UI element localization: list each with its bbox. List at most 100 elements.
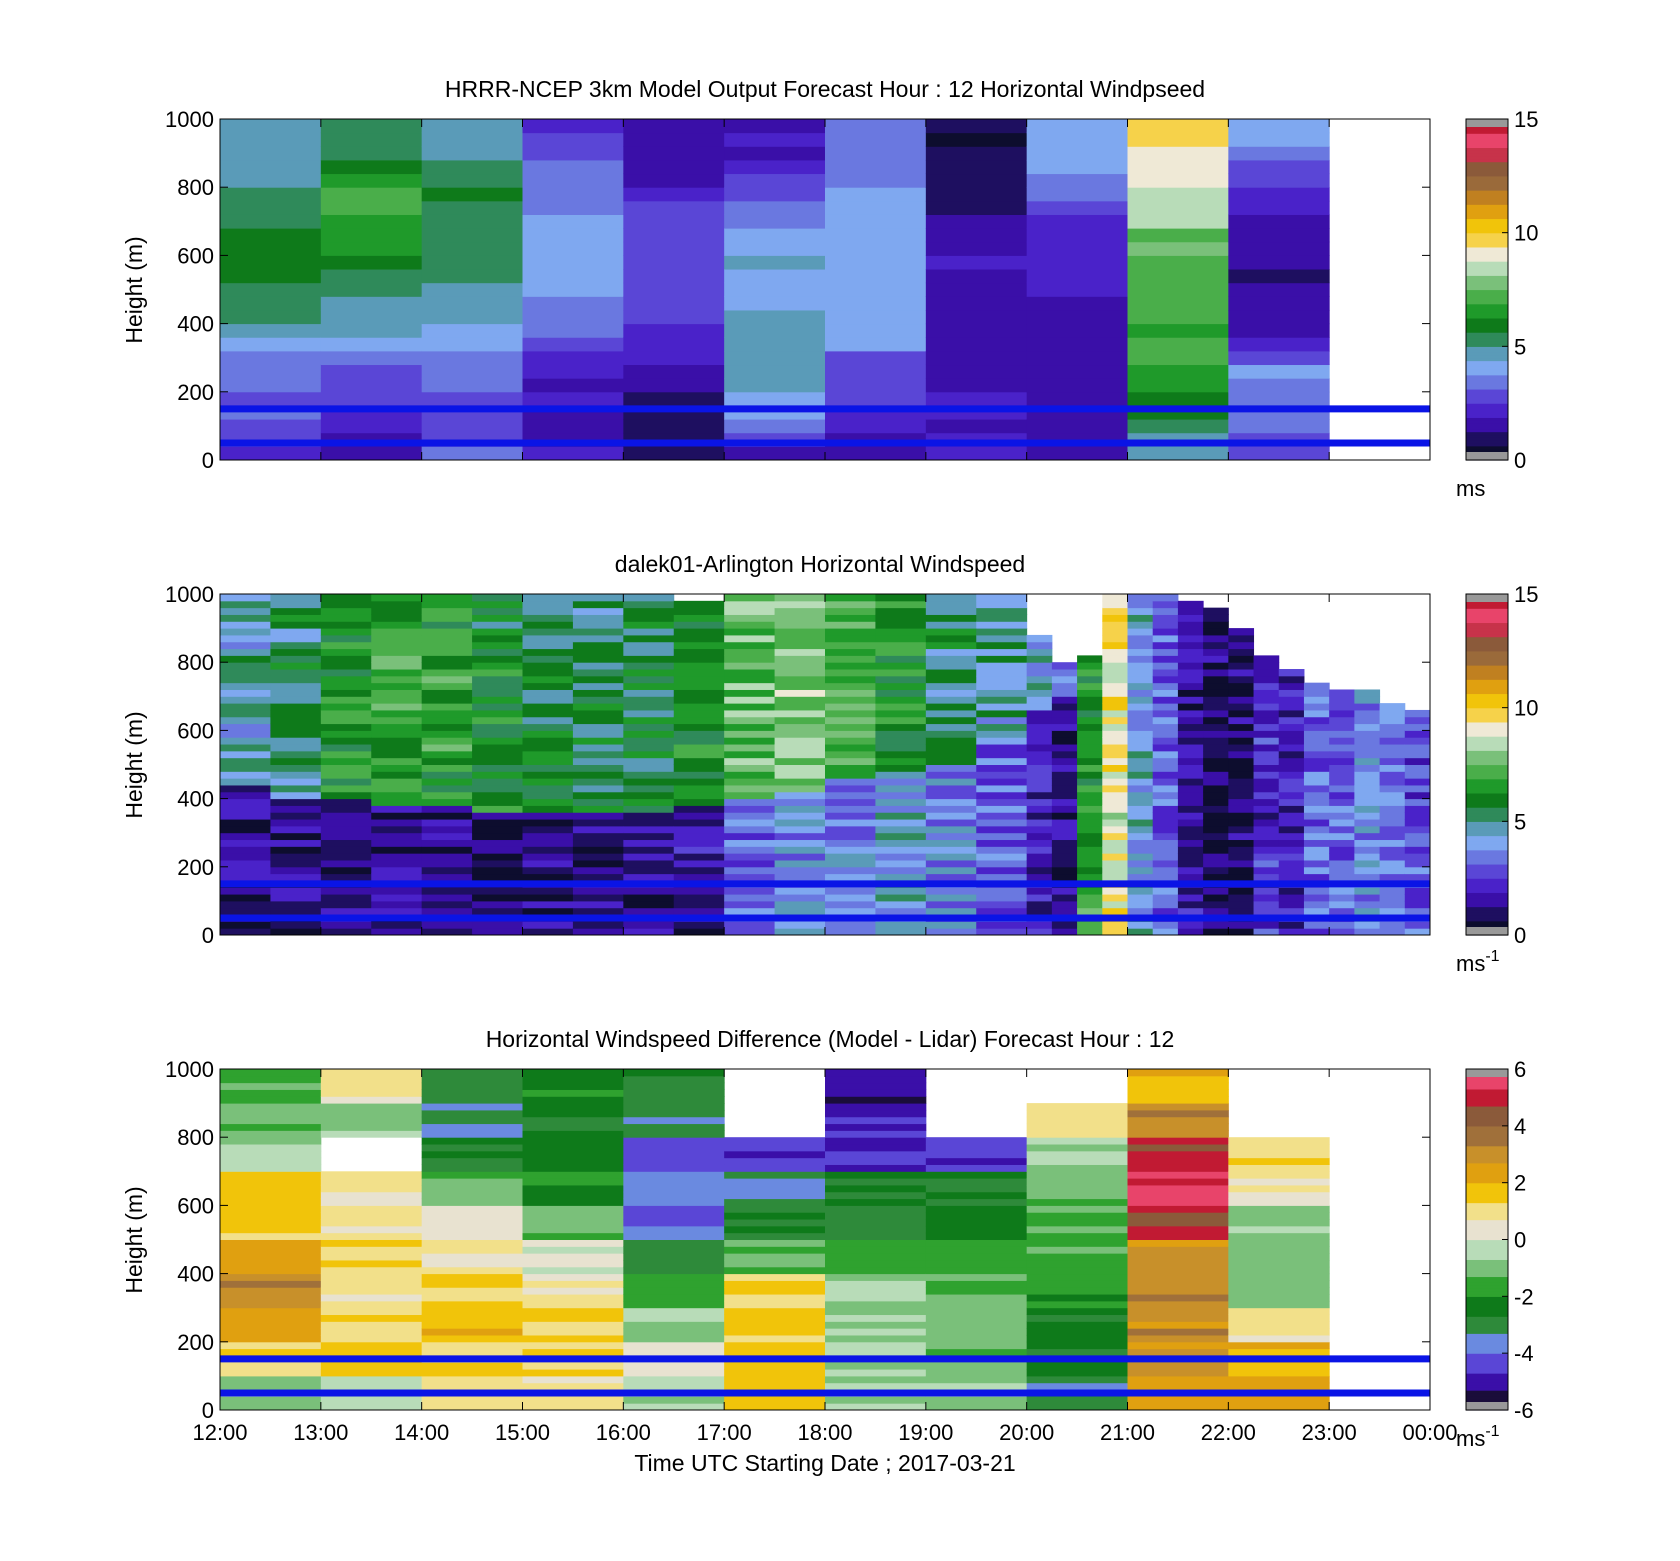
heatmap-cell — [1026, 648, 1053, 656]
heatmap-cell — [1228, 1300, 1330, 1309]
heatmap-cell — [623, 703, 675, 711]
heatmap-cell — [270, 819, 322, 827]
heatmap-cell — [825, 1382, 927, 1391]
colorbar-tick-label: 15 — [1514, 582, 1538, 607]
heatmap-cell — [572, 900, 624, 909]
heatmap-cell — [1203, 737, 1229, 745]
heatmap-cell — [1152, 689, 1179, 697]
heatmap-cell — [522, 1328, 624, 1336]
heatmap-cell — [220, 1225, 322, 1234]
heatmap-cell — [1127, 675, 1154, 684]
heatmap-cell — [1026, 866, 1053, 875]
heatmap-cell — [623, 159, 725, 175]
heatmap-cell — [1026, 214, 1128, 229]
heatmap-cell — [1203, 866, 1229, 875]
heatmap-cell — [673, 689, 725, 697]
heatmap-cell — [1077, 669, 1103, 677]
heatmap-cell — [724, 634, 776, 643]
heatmap-cell — [371, 607, 423, 615]
heatmap-cell — [220, 764, 271, 772]
heatmap-cell — [522, 1294, 624, 1302]
colorbar-swatch — [1466, 198, 1508, 203]
heatmap-cell — [320, 391, 423, 406]
heatmap-cell — [320, 187, 423, 202]
colorbar-swatch — [1466, 292, 1508, 296]
heatmap-cell — [1152, 607, 1179, 615]
heatmap-cell — [623, 887, 675, 895]
heatmap-cell — [1026, 1150, 1128, 1159]
heatmap-cell — [623, 873, 675, 881]
heatmap-cell — [1228, 159, 1330, 175]
heatmap-cell — [320, 282, 423, 297]
ytick-label: 1000 — [165, 107, 214, 132]
heatmap-cell — [925, 621, 977, 629]
heatmap-cell — [522, 1089, 624, 1097]
heatmap-cell — [825, 812, 876, 820]
heatmap-cell — [1228, 839, 1255, 847]
heatmap-cell — [724, 1362, 826, 1370]
heatmap-cell — [825, 621, 876, 629]
heatmap-cell — [623, 391, 725, 406]
colorbar-swatch — [1466, 1333, 1508, 1337]
heatmap-cell — [1404, 839, 1430, 847]
heatmap-cell — [825, 1157, 927, 1165]
heatmap-cell — [1127, 1375, 1229, 1384]
heatmap-cell — [1354, 771, 1381, 779]
heatmap-cell — [522, 887, 574, 895]
heatmap-cell — [825, 1219, 927, 1227]
heatmap-cell — [825, 1280, 927, 1288]
colorbar-swatch — [1466, 758, 1508, 763]
colorbar-swatch — [1466, 366, 1508, 370]
heatmap-cell — [421, 1191, 523, 1200]
heatmap-cell — [1026, 378, 1128, 393]
heatmap-cell — [1127, 778, 1154, 786]
heatmap-cell — [1152, 737, 1179, 745]
heatmap-cell — [421, 669, 473, 677]
heatmap-cell — [421, 364, 523, 379]
panel-lidar-xticks — [219, 594, 1431, 935]
colorbar-swatch — [1466, 283, 1508, 288]
heatmap-cell — [572, 709, 624, 718]
heatmap-cell — [1253, 675, 1280, 684]
panel-lidar-reference-lines — [220, 880, 1430, 922]
heatmap-cell — [1354, 784, 1381, 793]
heatmap-cell — [925, 1273, 1028, 1281]
heatmap-cell — [320, 1246, 423, 1254]
heatmap-cell — [1278, 778, 1305, 786]
heatmap-cell — [522, 859, 574, 868]
heatmap-cell — [724, 703, 776, 711]
heatmap-cell — [220, 798, 271, 806]
heatmap-cell — [1127, 1205, 1229, 1213]
heatmap-cell — [1329, 887, 1355, 895]
heatmap-cell — [1026, 1348, 1128, 1356]
heatmap-cell — [320, 669, 372, 677]
heatmap-cell — [1228, 446, 1330, 460]
heatmap-cell — [673, 723, 725, 731]
heatmap-cell — [724, 696, 776, 704]
heatmap-cell — [623, 750, 675, 759]
colorbar-swatch — [1466, 721, 1508, 726]
heatmap-cell — [1228, 1219, 1330, 1227]
heatmap-cell — [724, 791, 776, 800]
heatmap-cell — [724, 1334, 826, 1343]
heatmap-cell — [320, 846, 372, 854]
heatmap-cell — [976, 600, 1028, 609]
heatmap-cell — [220, 607, 271, 615]
heatmap-cell — [1228, 1239, 1330, 1247]
heatmap-cell — [522, 716, 574, 725]
heatmap-cell — [270, 703, 322, 711]
heatmap-cell — [623, 798, 675, 806]
heatmap-cell — [1228, 853, 1255, 861]
heatmap-cell — [421, 323, 523, 338]
heatmap-cell — [925, 600, 977, 609]
heatmap-cell — [220, 1328, 322, 1336]
heatmap-cell — [1152, 900, 1179, 909]
colorbar-swatch — [1466, 1279, 1508, 1283]
heatmap-cell — [1026, 1403, 1128, 1410]
heatmap-cell — [1253, 737, 1280, 745]
heatmap-cell — [220, 894, 271, 902]
heatmap-cell — [1379, 887, 1406, 895]
heatmap-cell — [371, 669, 423, 677]
heatmap-cell — [1228, 350, 1330, 366]
heatmap-cell — [1404, 873, 1430, 881]
